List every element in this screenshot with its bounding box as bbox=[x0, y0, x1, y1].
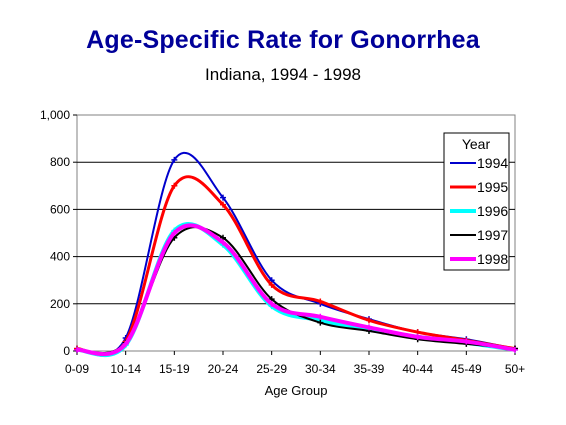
legend-label-1998: 1998 bbox=[477, 251, 508, 267]
data-point-1997 bbox=[317, 319, 324, 326]
x-tick-label: 30-34 bbox=[305, 362, 336, 376]
x-tick-label: 45-49 bbox=[451, 362, 482, 376]
y-tick-label: 400 bbox=[50, 250, 70, 264]
y-tick-label: 1,000 bbox=[40, 108, 70, 122]
x-tick-label: 35-39 bbox=[354, 362, 385, 376]
data-point-1995 bbox=[317, 298, 324, 305]
data-point-1998 bbox=[463, 338, 470, 345]
y-tick-label: 200 bbox=[50, 297, 70, 311]
data-point-1995 bbox=[220, 201, 226, 208]
x-axis-ticks: 0-09 10-14 15-19 20-24 25-29 30-34 35-39 40-44 4… bbox=[65, 351, 525, 376]
x-tick-label: 20-24 bbox=[208, 362, 239, 376]
data-point-1998 bbox=[171, 230, 178, 236]
y-tick-label: 0 bbox=[63, 344, 70, 358]
data-point-1998 bbox=[74, 346, 80, 353]
data-point-1995 bbox=[268, 281, 275, 288]
x-axis-label: Age Group bbox=[265, 383, 328, 398]
series-line-1998 bbox=[76, 223, 516, 357]
data-point-1998 bbox=[366, 324, 372, 331]
legend-label-1997: 1997 bbox=[477, 227, 508, 243]
legend-label-1995: 1995 bbox=[477, 179, 508, 195]
x-tick-label: 40-44 bbox=[402, 362, 433, 376]
legend-title: Year bbox=[462, 136, 491, 152]
y-axis-ticks: 0 200 400 600 800 1,000 bbox=[40, 108, 77, 358]
x-tick-label: 25-29 bbox=[256, 362, 287, 376]
data-point-1994 bbox=[171, 156, 178, 163]
legend: Year 1994 1995 1996 1997 1998 bbox=[443, 132, 510, 271]
data-point-1998 bbox=[268, 300, 275, 307]
data-point-1998 bbox=[220, 239, 226, 246]
y-tick-label: 800 bbox=[50, 155, 70, 169]
data-point-1998 bbox=[512, 346, 518, 353]
chart-subtitle: Indiana, 1994 - 1998 bbox=[205, 65, 361, 84]
legend-label-1996: 1996 bbox=[477, 203, 508, 219]
x-tick-label: 0-09 bbox=[65, 362, 89, 376]
legend-box bbox=[443, 132, 510, 271]
x-tick-label: 50+ bbox=[505, 362, 525, 376]
y-tick-label: 600 bbox=[50, 202, 70, 216]
data-point-1995 bbox=[171, 182, 178, 189]
x-tick-label: 15-19 bbox=[159, 362, 190, 376]
series-lines bbox=[74, 151, 518, 358]
chart-title: Age-Specific Rate for Gonorrhea bbox=[86, 26, 480, 54]
data-point-1998 bbox=[122, 340, 129, 347]
data-point-1994 bbox=[220, 194, 226, 201]
data-point-1995 bbox=[366, 317, 372, 324]
data-point-1998 bbox=[317, 313, 324, 320]
data-point-1998 bbox=[414, 333, 421, 340]
legend-label-1994: 1994 bbox=[477, 155, 508, 171]
x-tick-label: 10-14 bbox=[110, 362, 141, 376]
